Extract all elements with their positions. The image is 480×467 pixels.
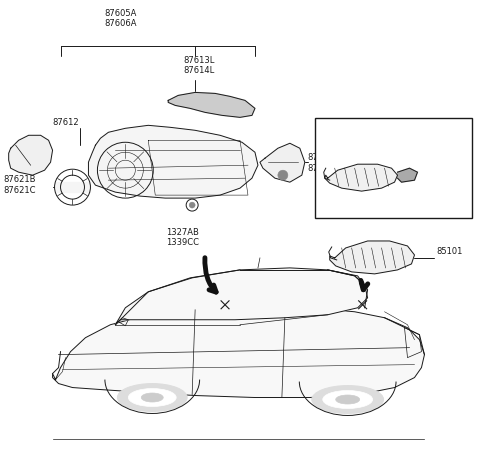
Polygon shape (115, 268, 368, 325)
Text: 87650A
87660D: 87650A 87660D (308, 153, 341, 173)
FancyArrowPatch shape (361, 280, 368, 290)
Ellipse shape (141, 393, 163, 402)
Text: 87621B
87621C: 87621B 87621C (4, 175, 36, 195)
Polygon shape (168, 92, 255, 117)
Text: 87612: 87612 (52, 118, 79, 127)
FancyArrowPatch shape (205, 258, 216, 292)
Polygon shape (260, 143, 305, 182)
Circle shape (189, 202, 195, 208)
Ellipse shape (336, 395, 360, 404)
Polygon shape (325, 164, 397, 191)
Text: 85101: 85101 (432, 189, 458, 198)
Polygon shape (397, 168, 418, 182)
Ellipse shape (312, 386, 384, 413)
Polygon shape (330, 241, 414, 274)
Text: 87605A
87606A: 87605A 87606A (104, 9, 137, 28)
Polygon shape (55, 182, 90, 192)
Text: 85101: 85101 (436, 247, 463, 256)
Ellipse shape (128, 389, 176, 406)
Text: 85131: 85131 (432, 156, 458, 165)
Ellipse shape (118, 383, 187, 411)
Text: (W/ECM+HOME LINK
SYSTEM+COMPASS TYPE): (W/ECM+HOME LINK SYSTEM+COMPASS TYPE) (320, 122, 417, 142)
Circle shape (278, 170, 288, 180)
Ellipse shape (323, 390, 372, 409)
Polygon shape (9, 135, 52, 175)
Text: 87613L
87614L: 87613L 87614L (183, 56, 215, 75)
Polygon shape (88, 125, 258, 198)
Text: 1327AB
1339CC: 1327AB 1339CC (166, 228, 199, 248)
Polygon shape (52, 308, 424, 397)
FancyBboxPatch shape (315, 118, 472, 218)
